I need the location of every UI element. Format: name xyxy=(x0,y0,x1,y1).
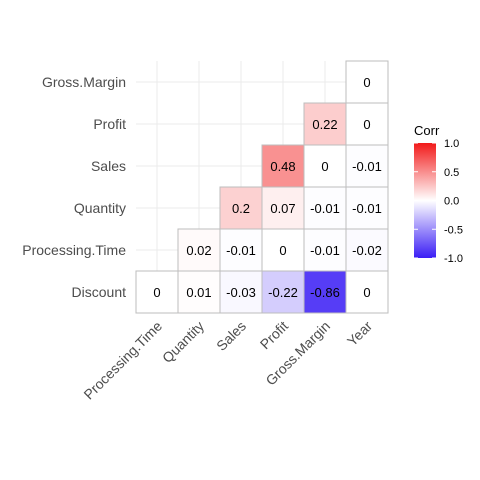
cell-value-label: -0.03 xyxy=(226,285,256,300)
cell-value-label: 0 xyxy=(153,285,160,300)
y-tick-label: Profit xyxy=(93,116,126,132)
y-tick-label: Sales xyxy=(91,158,126,174)
cell-value-label: 0.22 xyxy=(312,117,337,132)
y-tick-label: Discount xyxy=(72,284,127,300)
x-tick-label: Year xyxy=(344,318,376,350)
y-tick-label: Gross.Margin xyxy=(42,74,126,90)
x-tick-label: Sales xyxy=(213,318,249,354)
heatmap-cell xyxy=(303,144,347,188)
legend-tick-label: -0.5 xyxy=(444,224,463,236)
cell-value-label: 0 xyxy=(363,75,370,90)
cell-value-label: 0 xyxy=(321,159,328,174)
cell-value-label: -0.01 xyxy=(310,243,340,258)
heatmap-cell xyxy=(135,270,179,314)
cell-labels: 0 0.01 -0.03 -0.22 -0.86 0 0.02 -0.01 0 -0.01 -0.0… xyxy=(153,75,381,300)
heatmap-cell xyxy=(345,228,389,272)
heatmap-cell xyxy=(177,228,221,272)
heatmap-cells xyxy=(135,60,389,314)
heatmap-cell xyxy=(303,186,347,230)
cell-value-label: 0 xyxy=(363,285,370,300)
cell-value-label: -0.86 xyxy=(310,285,340,300)
heatmap-cell xyxy=(345,144,389,188)
legend-tick-label: 0.5 xyxy=(444,167,459,179)
heatmap-cell xyxy=(345,60,389,104)
heatmap-cell xyxy=(261,144,305,188)
cell-value-label: 0 xyxy=(279,243,286,258)
legend: Corr 1.0 0.5 0.0 -0.5 -1.0 xyxy=(414,123,463,265)
legend-colorbar xyxy=(414,143,436,258)
cell-value-label: 0.02 xyxy=(186,243,211,258)
y-axis-ticks: Discount Processing.Time Quantity Sales Prof… xyxy=(22,74,126,300)
legend-tick-label: -1.0 xyxy=(444,253,463,265)
cell-value-label: -0.01 xyxy=(226,243,256,258)
cell-value-label: 0.01 xyxy=(186,285,211,300)
cell-value-label: -0.01 xyxy=(310,201,340,216)
cell-value-label: 0.07 xyxy=(270,201,295,216)
x-tick-label: Quantity xyxy=(159,318,207,366)
cell-value-label: -0.02 xyxy=(352,243,382,258)
legend-tick-label: 0.0 xyxy=(444,196,459,208)
cell-value-label: -0.01 xyxy=(352,201,382,216)
legend-ticks: 1.0 0.5 0.0 -0.5 -1.0 xyxy=(414,138,463,265)
cell-value-label: 0.2 xyxy=(232,201,250,216)
y-tick-label: Processing.Time xyxy=(22,242,126,258)
heatmap-cell xyxy=(303,270,347,314)
heatmap-cell xyxy=(303,228,347,272)
y-tick-label: Quantity xyxy=(74,200,126,216)
heatmap-cell xyxy=(345,270,389,314)
cell-value-label: -0.01 xyxy=(352,159,382,174)
legend-title: Corr xyxy=(414,123,440,138)
cell-value-label: 0 xyxy=(363,117,370,132)
heatmap-cell xyxy=(345,186,389,230)
legend-tick-label: 1.0 xyxy=(444,138,459,150)
x-tick-label: Processing.Time xyxy=(80,318,165,403)
cell-value-label: -0.22 xyxy=(268,285,298,300)
x-tick-label: Profit xyxy=(257,318,291,352)
cell-value-label: 0.48 xyxy=(270,159,295,174)
heatmap-cell xyxy=(261,186,305,230)
